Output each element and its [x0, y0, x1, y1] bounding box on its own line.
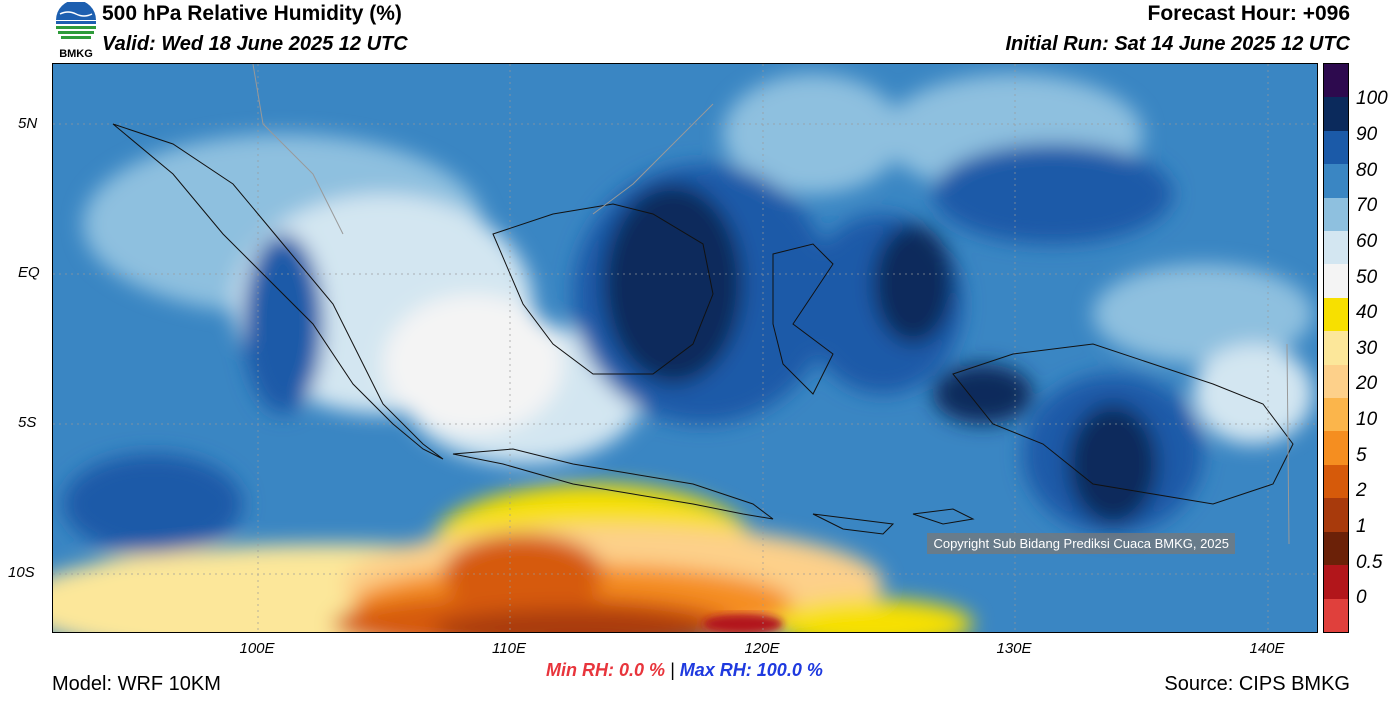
- initial-run: Initial Run: Sat 14 June 2025 12 UTC: [1005, 33, 1350, 55]
- colorbar-label: 1: [1356, 516, 1367, 537]
- colorbar-swatch: [1324, 431, 1348, 465]
- colorbar-label: 70: [1356, 195, 1378, 216]
- colorbar-swatch: [1324, 531, 1348, 566]
- min-rh-label: Min RH:: [546, 660, 614, 680]
- colorbar-swatch: [1324, 331, 1348, 365]
- lat-label-5s: 5S: [18, 414, 37, 431]
- lat-label-10s: 10S: [8, 564, 35, 581]
- logo-text: BMKG: [59, 48, 93, 60]
- model-info: Model: WRF 10KM: [52, 673, 221, 695]
- colorbar-label: 20: [1356, 373, 1378, 394]
- lon-label-100e: 100E: [239, 640, 275, 657]
- colorbar-label: 100: [1356, 88, 1388, 109]
- colorbar-swatch: [1324, 565, 1348, 599]
- colorbar-swatch: [1324, 64, 1348, 98]
- colorbar-swatch: [1324, 464, 1348, 499]
- min-rh-value: 0.0 %: [619, 660, 666, 680]
- rh-extremes: Min RH: 0.0 % | Max RH: 100.0 %: [546, 660, 823, 681]
- copyright-notice: Copyright Sub Bidang Prediksi Cuaca BMKG…: [927, 533, 1235, 554]
- lat-label-eq: EQ: [18, 264, 40, 281]
- colorbar-label: 50: [1356, 267, 1378, 288]
- colorbar-label: 90: [1356, 124, 1378, 145]
- rh-separator: |: [670, 660, 675, 680]
- colorbar-swatch: [1324, 598, 1348, 632]
- chart-title: 500 hPa Relative Humidity (%): [102, 2, 402, 25]
- colorbar-swatch: [1324, 297, 1348, 332]
- colorbar-label: 40: [1356, 302, 1378, 323]
- lat-label-5n: 5N: [18, 115, 38, 132]
- colorbar-label: 30: [1356, 338, 1378, 359]
- bmkg-logo: BMKG: [52, 0, 100, 60]
- colorbar-label: 2: [1356, 480, 1367, 501]
- colorbar-label: 5: [1356, 445, 1367, 466]
- colorbar-label: 0.5: [1356, 552, 1383, 573]
- colorbar-swatch: [1324, 130, 1348, 165]
- colorbar-swatch: [1324, 231, 1348, 265]
- lon-label-140e: 140E: [1249, 640, 1285, 657]
- colorbar-label: 80: [1356, 160, 1378, 181]
- colorbar-label: 60: [1356, 231, 1378, 252]
- colorbar-swatch: [1324, 197, 1348, 232]
- colorbar-swatch: [1324, 398, 1348, 432]
- colorbar-label: 0: [1356, 587, 1367, 608]
- borders: [252, 64, 1290, 545]
- colorbar-swatch: [1324, 264, 1348, 298]
- max-rh-value: 100.0 %: [756, 660, 823, 680]
- bmkg-logo-icon: [56, 0, 96, 39]
- colorbar: [1323, 63, 1349, 633]
- colorbar-swatch: [1324, 164, 1348, 198]
- valid-time: Valid: Wed 18 June 2025 12 UTC: [102, 33, 408, 55]
- forecast-hour: Forecast Hour: +096: [1147, 2, 1351, 25]
- humidity-map: Copyright Sub Bidang Prediksi Cuaca BMKG…: [52, 63, 1318, 633]
- colorbar-swatch: [1324, 364, 1348, 399]
- humidity-field: [53, 64, 1317, 632]
- lon-label-130e: 130E: [996, 640, 1032, 657]
- lon-label-110e: 110E: [492, 640, 526, 657]
- source-info: Source: CIPS BMKG: [1164, 673, 1350, 695]
- colorbar-swatch: [1324, 97, 1348, 131]
- colorbar-swatch: [1324, 498, 1348, 532]
- colorbar-label: 10: [1356, 409, 1378, 430]
- lon-label-120e: 120E: [744, 640, 780, 657]
- coastlines: [112, 123, 1294, 535]
- max-rh-label: Max RH:: [679, 660, 752, 680]
